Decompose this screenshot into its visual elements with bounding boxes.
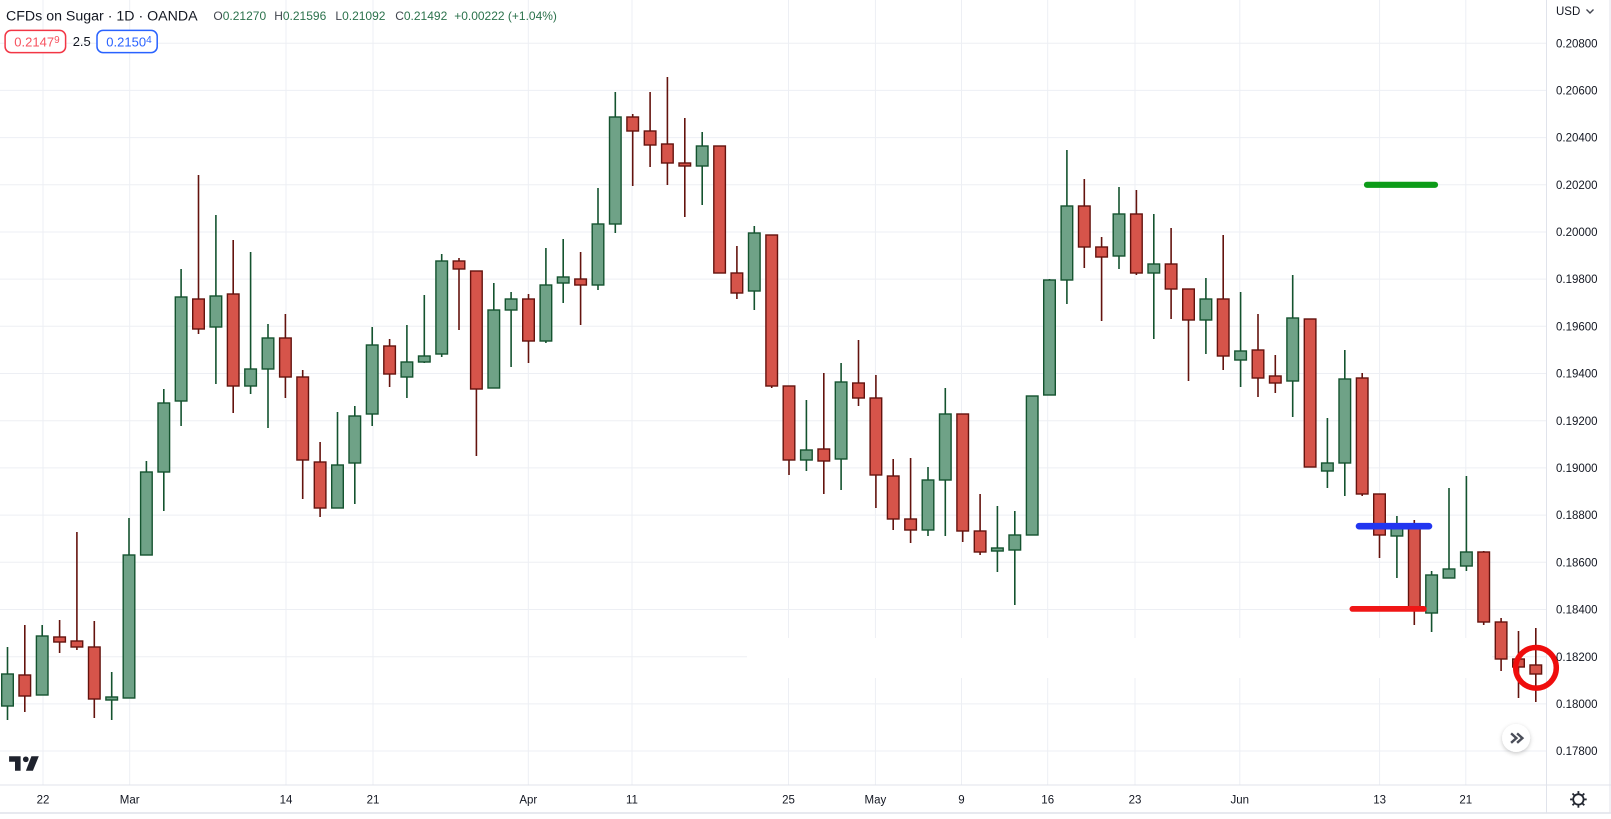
svg-text:2.5: 2.5 (73, 34, 91, 49)
svg-text:0.18200: 0.18200 (1556, 652, 1598, 664)
svg-text:0.19000: 0.19000 (1556, 463, 1598, 475)
svg-text:O0.21270: O0.21270 (213, 9, 266, 23)
svg-text:9: 9 (958, 795, 964, 807)
svg-text:13: 13 (1373, 795, 1386, 807)
svg-text:0.20200: 0.20200 (1556, 180, 1598, 192)
svg-text:0.19400: 0.19400 (1556, 369, 1598, 381)
svg-text:0.19800: 0.19800 (1556, 274, 1598, 286)
svg-text:14: 14 (280, 795, 293, 807)
svg-text:C0.21492: C0.21492 (395, 9, 447, 23)
svg-text:0.20400: 0.20400 (1556, 133, 1598, 145)
svg-text:CFDs on Sugar · 1D · OANDA: CFDs on Sugar · 1D · OANDA (6, 8, 198, 24)
svg-text:0.17800: 0.17800 (1556, 746, 1598, 758)
svg-text:H0.21596: H0.21596 (274, 9, 326, 23)
svg-text:Mar: Mar (120, 795, 140, 807)
svg-text:21: 21 (367, 795, 380, 807)
svg-text:0.18000: 0.18000 (1556, 699, 1598, 711)
svg-text:0.19600: 0.19600 (1556, 321, 1598, 333)
svg-text:25: 25 (782, 795, 795, 807)
svg-text:23: 23 (1129, 795, 1142, 807)
svg-text:0.18800: 0.18800 (1556, 510, 1598, 522)
svg-text:0.18600: 0.18600 (1556, 557, 1598, 569)
svg-text:May: May (865, 795, 887, 807)
svg-text:0.21479: 0.21479 (14, 34, 60, 49)
svg-text:0.18400: 0.18400 (1556, 605, 1598, 617)
svg-text:Apr: Apr (519, 795, 537, 807)
svg-text:0.20800: 0.20800 (1556, 38, 1598, 50)
svg-text:16: 16 (1041, 795, 1054, 807)
svg-text:0.21504: 0.21504 (106, 34, 152, 49)
svg-text:L0.21092: L0.21092 (335, 9, 385, 23)
svg-text:USD: USD (1556, 6, 1580, 18)
svg-text:22: 22 (37, 795, 50, 807)
svg-text:0.20000: 0.20000 (1556, 227, 1598, 239)
svg-text:11: 11 (626, 795, 638, 807)
svg-text:0.19200: 0.19200 (1556, 416, 1598, 428)
svg-text:Jun: Jun (1231, 795, 1250, 807)
svg-text:+0.00222 (+1.04%): +0.00222 (+1.04%) (454, 9, 557, 23)
svg-text:21: 21 (1459, 795, 1472, 807)
svg-text:0.20600: 0.20600 (1556, 86, 1598, 98)
